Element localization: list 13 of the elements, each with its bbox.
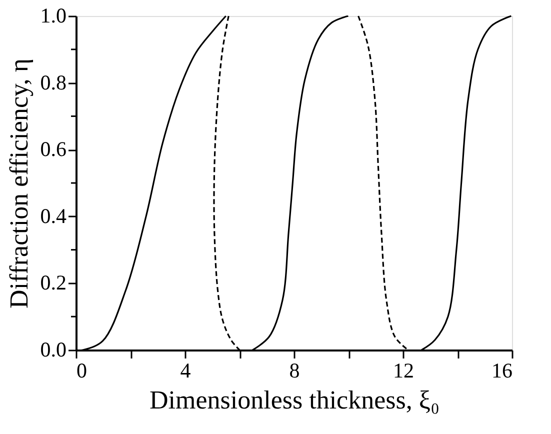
x-tick-label: 0: [76, 358, 87, 382]
x-tick-label: 4: [180, 358, 192, 382]
x-tick-label: 16: [492, 358, 512, 382]
text: 0.0: [40, 338, 66, 362]
y-tick-label: 1.0: [40, 4, 66, 28]
y-axis-title: Diffraction efficiency, η: [4, 58, 34, 308]
x-tick-label: 8: [289, 358, 300, 382]
y-tick-label: 0.8: [40, 70, 66, 94]
y-tick-label: 0.2: [40, 270, 66, 295]
y-tick-label: 0.4: [40, 204, 67, 228]
y-tick-label: 0.6: [40, 137, 66, 162]
x-tick-label: 12: [393, 358, 414, 382]
x-axis-title: Dimensionless thickness, ξ₀: [149, 386, 440, 414]
